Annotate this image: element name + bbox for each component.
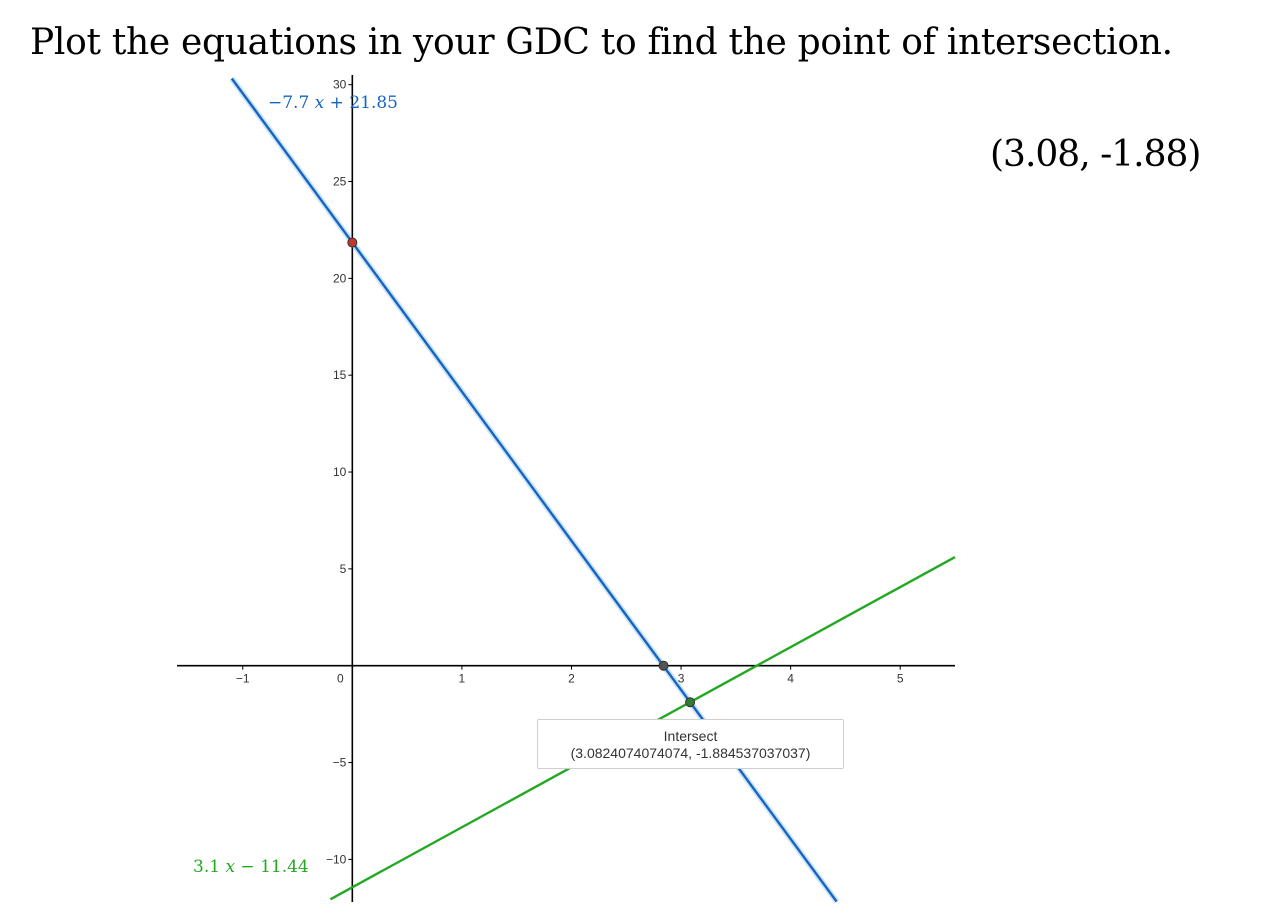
x-tick-label: 5 — [897, 672, 904, 686]
intersect-tooltip: Intersect (3.0824074074074, -1.884537037… — [537, 719, 844, 769]
axes — [177, 75, 955, 902]
y-tick-label: −5 — [333, 756, 347, 770]
answer-text: (3.08, -1.88) — [990, 134, 1201, 175]
question-text: Plot the equations in your GDC to find t… — [30, 22, 1173, 63]
x-tick-label: −1 — [236, 672, 250, 686]
series-lines — [229, 76, 956, 904]
equation-labels: −7.7 𝑥 + 21.85 3.1 𝑥 − 11.44 — [193, 93, 398, 877]
y-tick-label: 5 — [340, 562, 347, 576]
tooltip-coords: (3.0824074074074, -1.884537037037) — [570, 745, 811, 761]
y-tick-label: 15 — [333, 368, 347, 382]
y-tick-label: 10 — [333, 465, 347, 479]
x-tick-label: 4 — [787, 672, 794, 686]
tooltip-title: Intersect — [663, 728, 718, 744]
x-tick-label: 0 — [337, 672, 344, 686]
x-tick-label: 1 — [459, 672, 466, 686]
point-2 — [658, 660, 669, 671]
x-tick-label: 3 — [678, 672, 685, 686]
points — [347, 237, 696, 708]
x-tick-label: 2 — [568, 672, 575, 686]
y-tick-label: −10 — [326, 852, 347, 866]
point-1 — [347, 237, 358, 248]
y-tick-label: 30 — [333, 78, 347, 92]
y-tick-label: 20 — [333, 271, 347, 285]
point-3 — [685, 697, 696, 708]
y-tick-label: 25 — [333, 175, 347, 189]
series-label-1: −7.7 𝑥 + 21.85 — [268, 93, 398, 113]
series-label-2: 3.1 𝑥 − 11.44 — [193, 857, 309, 877]
series-line-1 — [230, 77, 838, 903]
